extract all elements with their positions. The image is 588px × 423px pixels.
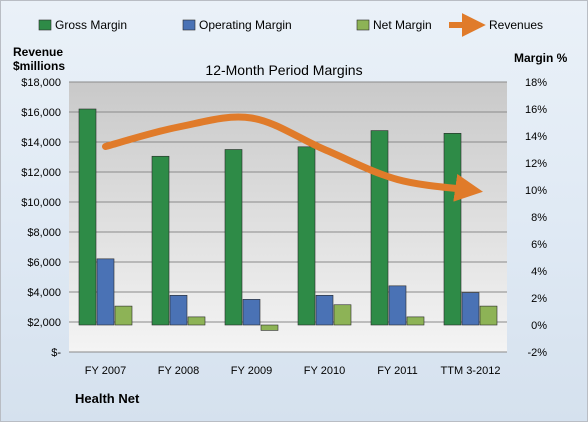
category-label: FY 2008 <box>158 365 199 377</box>
operating-margin-bar <box>461 292 480 326</box>
left-tick-label: $16,000 <box>21 107 61 119</box>
operating-margin-bar <box>315 294 334 326</box>
net-margin-legend-label: Net Margin <box>373 18 432 32</box>
category-label: TTM 3-2012 <box>441 365 501 377</box>
left-tick-label: $8,000 <box>27 227 61 239</box>
right-tick-label: 8% <box>531 212 547 224</box>
left-tick-label: $12,000 <box>21 167 61 179</box>
gross-margin-bar <box>151 155 170 326</box>
category-label: FY 2009 <box>231 365 272 377</box>
gross-margin-bar <box>78 108 97 326</box>
net-margin-bar <box>406 316 425 326</box>
operating-margin-legend-swatch <box>182 19 196 31</box>
right-tick-label: 14% <box>525 131 547 143</box>
right-tick-label: 18% <box>525 77 547 89</box>
left-axis-ticks: $- $2,000 $4,000 $6,000 $8,000 $10,000 $12,000… <box>21 77 61 359</box>
gross-margin-bar <box>224 149 243 326</box>
revenue-line <box>102 113 483 202</box>
net-margin-bar <box>114 305 133 326</box>
category-label: FY 2010 <box>304 365 345 377</box>
right-axis-ticks: -2% 0% 2% 4% 6% 8% 10% 12% 14% 16% 18% <box>525 77 547 359</box>
left-axis-label-line2: $millions <box>13 59 65 73</box>
operating-margin-bar <box>388 285 407 326</box>
net-margin-bar <box>333 304 352 326</box>
bars <box>78 108 498 331</box>
left-tick-label: $14,000 <box>21 137 61 149</box>
legend: Gross Margin Operating Margin Net Margin Re… <box>38 13 543 37</box>
plot-area <box>69 82 507 352</box>
right-tick-label: 16% <box>525 104 547 116</box>
revenues-legend-label: Revenues <box>489 18 543 32</box>
left-tick-label: $10,000 <box>21 197 61 209</box>
net-margin-bar <box>187 316 206 326</box>
chart-title: 12-Month Period Margins <box>205 62 362 78</box>
left-tick-label: $- <box>51 347 61 359</box>
net-margin-bar <box>479 305 498 326</box>
net-margin-legend-swatch <box>356 19 370 31</box>
right-tick-label: 12% <box>525 158 547 170</box>
operating-margin-bar <box>242 299 261 326</box>
right-tick-label: 10% <box>525 185 547 197</box>
gross-margin-legend-label: Gross Margin <box>55 18 127 32</box>
left-tick-label: $6,000 <box>27 257 61 269</box>
right-tick-label: 2% <box>531 293 547 305</box>
category-labels: FY 2007 FY 2008 FY 2009 FY 2010 FY 2011 TTM 3… <box>85 365 501 377</box>
right-tick-label: 4% <box>531 266 547 278</box>
operating-margin-legend-label: Operating Margin <box>199 18 292 32</box>
left-axis-label-line1: Revenue <box>13 45 63 59</box>
right-tick-label: 0% <box>531 320 547 332</box>
gross-margin-legend-swatch <box>38 19 52 31</box>
category-label: FY 2007 <box>85 365 126 377</box>
footer-label: Health Net <box>75 391 140 406</box>
operating-margin-bar <box>96 258 115 326</box>
net-margin-bar <box>260 324 279 331</box>
left-tick-label: $2,000 <box>27 317 61 329</box>
left-tick-label: $18,000 <box>21 77 61 89</box>
left-tick-label: $4,000 <box>27 287 61 299</box>
right-tick-label: -2% <box>527 347 547 359</box>
right-tick-label: 6% <box>531 239 547 251</box>
operating-margin-bar <box>169 294 188 326</box>
gross-margin-bar <box>370 130 389 326</box>
gridlines <box>69 81 507 353</box>
category-label: FY 2011 <box>377 365 418 377</box>
gross-margin-bar <box>297 146 316 326</box>
right-axis-label: Margin % <box>514 51 568 65</box>
gross-margin-bar <box>443 133 462 326</box>
revenues-line <box>102 113 483 202</box>
